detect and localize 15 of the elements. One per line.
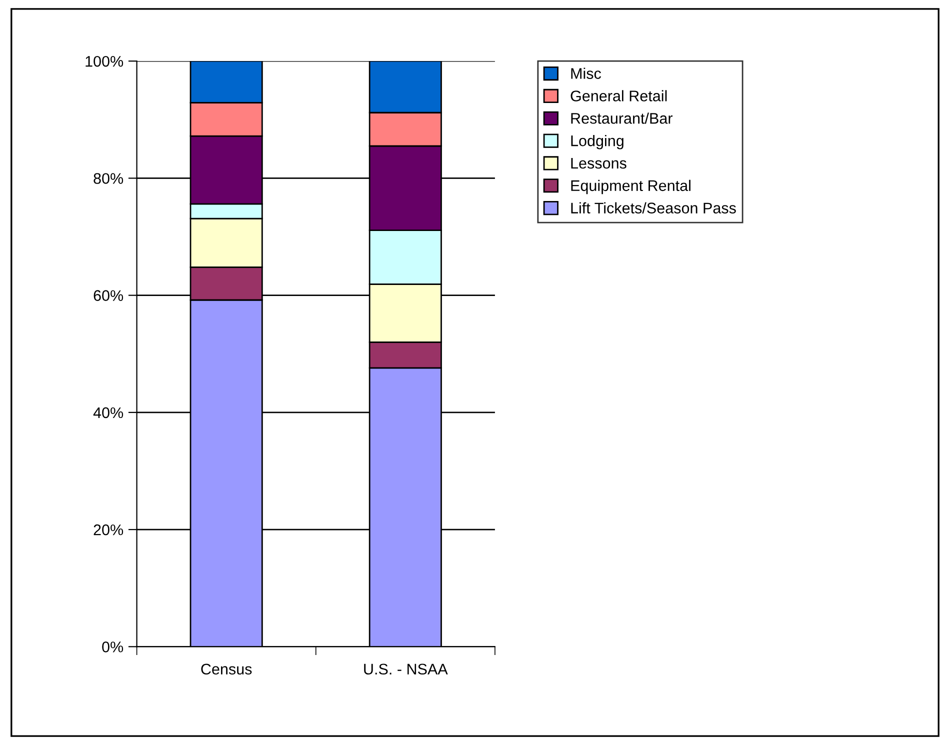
legend-label: Equipment Rental xyxy=(571,180,690,194)
legend-label: Lodging xyxy=(571,135,624,150)
x-tick-label: U.S. - NSAA xyxy=(364,664,448,675)
y-tick-label: 60% xyxy=(94,290,124,302)
y-tick-label: 80% xyxy=(94,173,124,184)
y-tick-label: 100% xyxy=(86,56,124,67)
y-tick-label: 20% xyxy=(94,524,124,536)
legend-label: Lessons xyxy=(571,158,626,169)
legend-label: Misc xyxy=(571,68,602,79)
legend-label: Restaurant/Bar xyxy=(571,112,673,124)
legend-label: General Retail xyxy=(570,90,667,102)
legend-label: Lift Tickets/Season Pass xyxy=(571,202,736,214)
y-tick-label: 0% xyxy=(102,642,124,652)
y-tick-label: 40% xyxy=(93,407,124,418)
x-tick-label: Census xyxy=(201,664,252,675)
